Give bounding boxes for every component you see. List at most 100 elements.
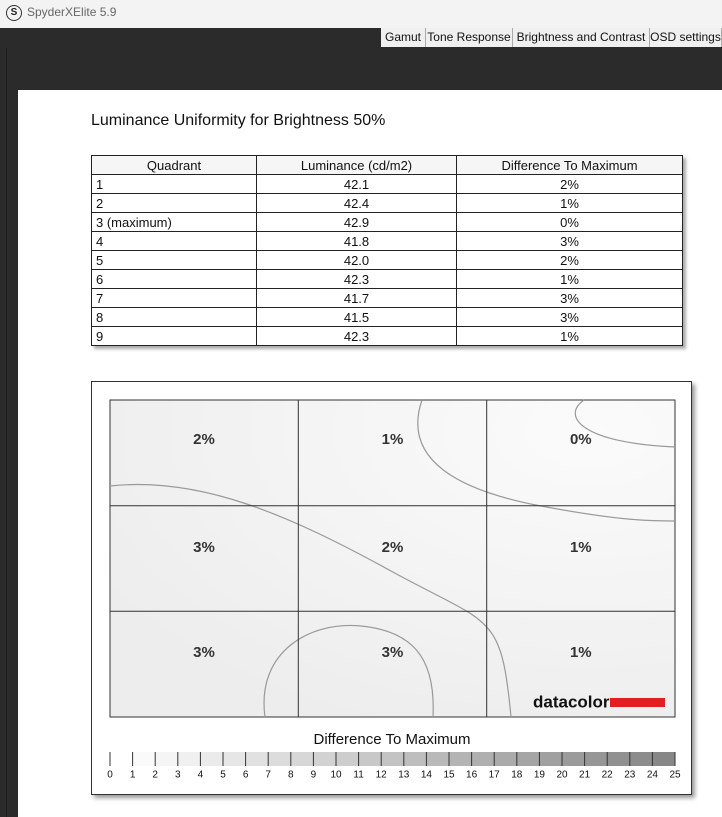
scale-swatch [584, 752, 608, 766]
table-cell: 41.5 [256, 307, 457, 327]
scale-swatch [290, 752, 314, 766]
scale-label: 2 [152, 770, 158, 781]
table-row: 7 41.7 3% [91, 288, 683, 308]
cell-label: 3% [382, 644, 404, 661]
table-cell: 8 [91, 307, 257, 327]
table-cell: 42.3 [256, 269, 457, 289]
scale-swatch [403, 752, 427, 766]
scale-label: 23 [624, 770, 636, 781]
scale-label: 15 [443, 770, 455, 781]
tab[interactable]: OSD settings [650, 28, 722, 47]
scale-label: 10 [330, 770, 342, 781]
table-cell: 9 [91, 326, 257, 346]
scale-swatch [494, 752, 517, 766]
table-cell: 1% [456, 193, 683, 213]
table-cell: 7 [91, 288, 257, 308]
scale-swatch [313, 752, 336, 766]
scale-swatch [110, 752, 133, 766]
scale-label: 7 [265, 770, 271, 781]
app-title: SpyderXElite 5.9 [27, 5, 117, 19]
scale-swatch [177, 752, 201, 766]
scale-label: 17 [489, 770, 501, 781]
contour [109, 483, 512, 718]
cell-label: 2% [382, 539, 404, 556]
table-row: 9 42.3 1% [91, 326, 683, 346]
column-header: Luminance (cd/m2) [256, 155, 457, 175]
scale-label: 5 [220, 770, 226, 781]
scale-label: 1 [130, 770, 136, 781]
grid-lines [110, 400, 675, 717]
scale-label: 16 [466, 770, 478, 781]
scale-label: 14 [421, 770, 433, 781]
scale-label: 20 [556, 770, 568, 781]
tab[interactable]: Brightness and Contrast [513, 28, 650, 47]
cell-label: 1% [382, 431, 404, 448]
table-cell: 1 [91, 174, 257, 194]
scale-swatch [336, 752, 359, 766]
cell-label: 3% [193, 644, 215, 661]
cell-label: 1% [570, 644, 592, 661]
table-row: 5 42.0 2% [91, 250, 683, 270]
scale-swatch [471, 752, 495, 766]
scale-swatch [381, 752, 404, 766]
table-cell: 42.3 [256, 326, 457, 346]
scale-swatch [562, 752, 585, 766]
report-title: Luminance Uniformity for Brightness 50% [91, 112, 386, 129]
table-cell: 42.1 [256, 174, 457, 194]
scale-swatch [155, 752, 178, 766]
table-row: 2 42.4 1% [91, 193, 683, 213]
scale-label: 6 [243, 770, 249, 781]
scale-label: 8 [288, 770, 294, 781]
column-header: Difference To Maximum [456, 155, 683, 175]
scale-label: 3 [175, 770, 181, 781]
scale-label: 9 [311, 770, 317, 781]
table-row: 1 42.1 2% [91, 174, 683, 194]
scale-label: 21 [579, 770, 591, 781]
table-row: 4 41.8 3% [91, 231, 683, 251]
scale-label: 4 [198, 770, 204, 781]
table-cell: 6 [91, 269, 257, 289]
scale-label: 24 [647, 770, 659, 781]
table-cell: 42.4 [256, 193, 457, 213]
scale-swatch [223, 752, 246, 766]
map-area [109, 399, 676, 718]
table-cell: 41.7 [256, 288, 457, 308]
table-cell: 2% [456, 250, 683, 270]
scale-label: 11 [353, 770, 364, 781]
table-body: 1 42.1 2% 2 42.4 1% 3 (maximum) 42.9 0% 4 41.8 3% 5 4… [91, 174, 683, 346]
table-row: 8 41.5 3% [91, 307, 683, 327]
scale-swatch [132, 752, 156, 766]
scale-swatch [268, 752, 291, 766]
table-cell: 3 (maximum) [91, 212, 257, 232]
scale-label: 25 [669, 770, 681, 781]
table-cell: 0% [456, 212, 683, 232]
app-icon: S [6, 5, 22, 21]
logo-bar [610, 698, 665, 707]
column-header: Quadrant [91, 155, 257, 175]
scale-swatch [516, 752, 540, 766]
scale-label: 12 [376, 770, 388, 781]
scale-label: 19 [534, 770, 546, 781]
contour [417, 399, 676, 522]
cell-label: 2% [193, 431, 215, 448]
contours [109, 399, 676, 718]
table-row: 6 42.3 1% [91, 269, 683, 289]
tab[interactable]: Tone Response [426, 28, 513, 47]
tab[interactable]: Gamut [381, 28, 426, 47]
cell-label: 3% [193, 539, 215, 556]
table-cell: 2% [456, 174, 683, 194]
scale-swatch [449, 752, 472, 766]
table-cell: 4 [91, 231, 257, 251]
table-cell: 3% [456, 231, 683, 251]
table-cell: 42.0 [256, 250, 457, 270]
scale-swatch [539, 752, 562, 766]
scale-caption: Difference To Maximum [313, 731, 470, 748]
scale-label: 22 [602, 770, 614, 781]
scale-swatch [652, 752, 675, 766]
scale-swatch [245, 752, 269, 766]
scale-swatch [607, 752, 630, 766]
table-cell: 42.9 [256, 212, 457, 232]
cell-label: 0% [570, 431, 592, 448]
luminance-table: Quadrant Luminance (cd/m2) Difference To M… [91, 155, 683, 346]
